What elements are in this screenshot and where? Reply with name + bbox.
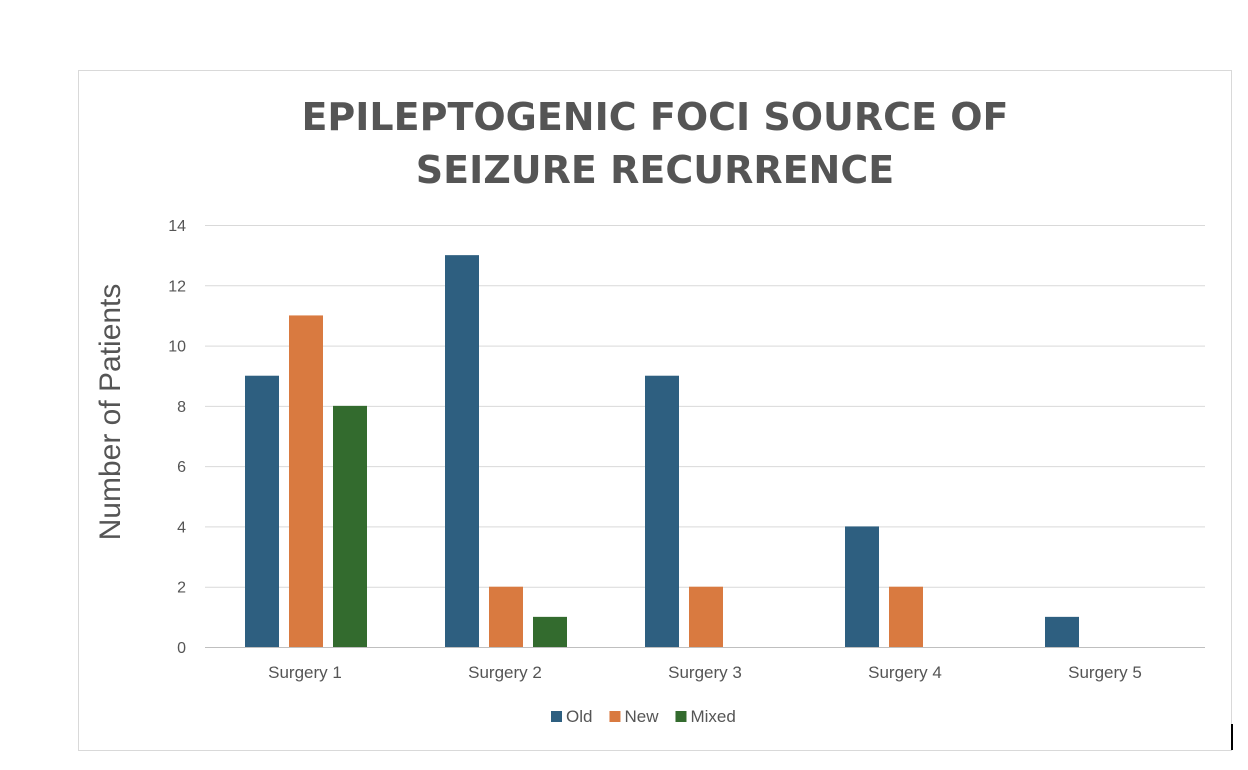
bar-old-1 xyxy=(245,375,279,647)
y-tick-label: 6 xyxy=(177,459,186,476)
y-tick-label: 4 xyxy=(177,519,186,536)
bar-new-4 xyxy=(889,586,923,647)
y-tick-label: 2 xyxy=(177,580,186,597)
y-tick-label: 12 xyxy=(168,278,186,295)
bar-old-5 xyxy=(1045,616,1079,647)
window-edge-marker xyxy=(1231,724,1233,750)
x-tick-label: Surgery 4 xyxy=(868,663,942,682)
bar-old-2 xyxy=(445,255,479,647)
bar-old-3 xyxy=(645,375,679,647)
y-tick-label: 14 xyxy=(168,218,186,235)
bar-mixed-2 xyxy=(533,616,567,647)
x-tick-label: Surgery 5 xyxy=(1068,663,1142,682)
x-tick-label: Surgery 1 xyxy=(268,663,342,682)
y-tick-label: 8 xyxy=(177,399,186,416)
bar-new-2 xyxy=(489,586,523,647)
bar-mixed-1 xyxy=(333,405,367,647)
legend-swatch-new xyxy=(609,711,621,722)
y-tick-label: 10 xyxy=(168,339,186,356)
bar-new-3 xyxy=(689,586,723,647)
y-axis-label: Number of Patients xyxy=(94,284,127,541)
legend-label-mixed: Mixed xyxy=(690,707,735,726)
legend-label-old: Old xyxy=(566,707,592,726)
chart-title-line-2: SEIZURE RECURRENCE xyxy=(416,148,894,192)
x-tick-label: Surgery 3 xyxy=(668,663,742,682)
bar-new-1 xyxy=(289,315,323,647)
chart-title-line-1: EPILEPTOGENIC FOCI SOURCE OF xyxy=(301,95,1008,139)
legend-swatch-mixed xyxy=(675,711,687,722)
x-tick-label: Surgery 2 xyxy=(468,663,542,682)
legend-label-new: New xyxy=(624,707,659,726)
bar-old-4 xyxy=(845,526,879,647)
legend-swatch-old xyxy=(551,711,562,722)
y-tick-label: 0 xyxy=(177,640,186,657)
